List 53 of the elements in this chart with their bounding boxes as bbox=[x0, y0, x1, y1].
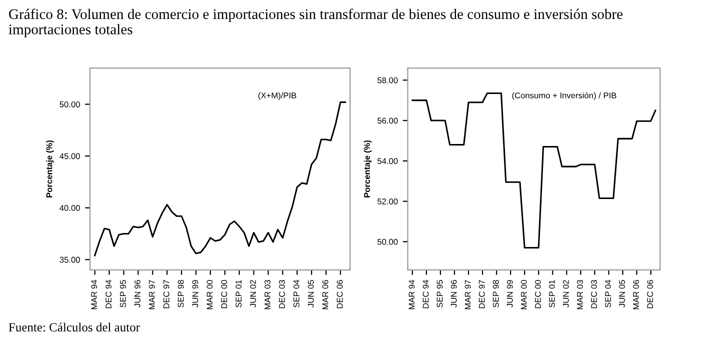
y-tick-label: 45.00 bbox=[60, 153, 80, 160]
line-series bbox=[412, 92, 656, 249]
x-tick-label: SEP 01 bbox=[548, 280, 555, 308]
x-tick-label: MAR 00 bbox=[520, 280, 527, 310]
x-tick-label: DEC 00 bbox=[534, 280, 541, 308]
x-tick-label: JUN 96 bbox=[450, 280, 457, 308]
x-tick-label: MAR 06 bbox=[322, 280, 328, 310]
y-axis-title: Porcentaje (%) bbox=[364, 140, 372, 198]
x-tick-label: MAR 94 bbox=[91, 280, 98, 310]
x-tick-label: MAR 00 bbox=[206, 280, 213, 310]
x-tick-label: JUN 05 bbox=[619, 280, 625, 308]
source-note: Fuente: Cálculos del autor bbox=[8, 322, 140, 332]
annotation: (Consumo + Inversión) / PIB bbox=[512, 92, 616, 100]
annotation: (X+M)/PIB bbox=[258, 92, 296, 100]
y-tick-label: 58.00 bbox=[378, 77, 398, 84]
y-tick-label: 35.00 bbox=[60, 256, 80, 263]
x-tick-label: DEC 00 bbox=[221, 280, 228, 308]
y-tick-label: 54.00 bbox=[378, 158, 398, 164]
y-tick-label: 50.00 bbox=[378, 238, 398, 245]
x-tick-label: SEP 98 bbox=[492, 280, 499, 308]
x-tick-label: MAR 97 bbox=[148, 280, 155, 310]
x-tick-label: SEP 04 bbox=[605, 280, 611, 308]
x-tick-label: SEP 95 bbox=[436, 280, 443, 308]
y-tick-label: 52.00 bbox=[378, 198, 398, 204]
x-tick-label: DEC 94 bbox=[106, 280, 112, 308]
y-axis-title: Porcentaje (%) bbox=[46, 140, 54, 198]
x-tick-label: DEC 06 bbox=[647, 280, 654, 308]
x-tick-label: JUN 02 bbox=[250, 280, 256, 308]
x-tick-label: DEC 06 bbox=[336, 280, 343, 308]
x-tick-label: JUN 02 bbox=[562, 280, 569, 308]
x-tick-label: MAR 03 bbox=[577, 280, 583, 310]
x-tick-label: SEP 01 bbox=[236, 280, 242, 308]
x-tick-label: JUN 99 bbox=[192, 280, 198, 308]
x-tick-label: JUN 96 bbox=[134, 280, 140, 308]
y-tick-label: 50.00 bbox=[60, 101, 80, 108]
x-tick-label: MAR 06 bbox=[633, 280, 639, 310]
line-series bbox=[94, 101, 346, 256]
x-tick-label: SEP 04 bbox=[293, 280, 300, 308]
x-tick-label: DEC 97 bbox=[163, 280, 170, 308]
y-tick-label: 56.00 bbox=[378, 118, 398, 124]
x-tick-label: JUN 99 bbox=[506, 280, 513, 308]
x-tick-label: DEC 03 bbox=[591, 280, 597, 308]
x-tick-label: DEC 94 bbox=[422, 280, 429, 308]
x-tick-label: MAR 94 bbox=[408, 280, 415, 310]
chart-title: Gráfico 8: Volumen de comercio e importaciones sin transformar de bienes de consumo e inversión sobre importaciones totales bbox=[8, 8, 623, 38]
x-tick-label: MAR 97 bbox=[464, 280, 471, 310]
x-tick-label: DEC 97 bbox=[478, 280, 485, 308]
x-tick-label: MAR 03 bbox=[264, 280, 270, 310]
x-tick-label: SEP 95 bbox=[120, 280, 126, 308]
x-tick-label: DEC 03 bbox=[278, 280, 285, 308]
x-tick-label: JUN 05 bbox=[308, 280, 314, 308]
x-tick-label: SEP 98 bbox=[178, 280, 184, 308]
y-tick-label: 40.00 bbox=[60, 205, 80, 211]
